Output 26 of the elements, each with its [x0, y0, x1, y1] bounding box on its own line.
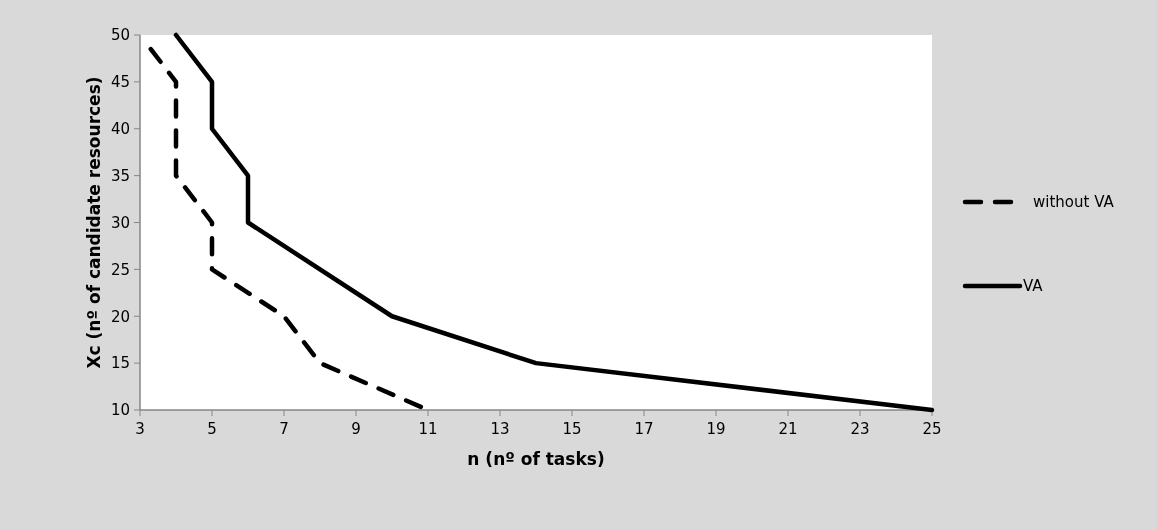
x-tick-label: 7 — [279, 420, 289, 438]
x-tick-label: 5 — [207, 420, 217, 438]
x-tick-label: 9 — [351, 420, 361, 438]
y-tick-label: 20 — [110, 307, 130, 326]
x-tick-label: 17 — [634, 420, 654, 438]
y-tick-label: 10 — [110, 401, 130, 420]
y-tick-label: 40 — [110, 120, 130, 138]
x-tick-label: 25 — [922, 420, 942, 438]
legend-label: VA — [1023, 277, 1044, 296]
x-axis-title: n (nº of tasks) — [467, 449, 605, 469]
y-tick-label: 35 — [110, 166, 130, 185]
x-tick-label: 21 — [778, 420, 798, 438]
y-tick-label: 45 — [110, 73, 130, 92]
x-tick-label: 15 — [562, 420, 582, 438]
x-tick-label: 13 — [490, 420, 510, 438]
legend-label: without VA — [1033, 193, 1115, 212]
y-tick-label: 30 — [110, 213, 130, 232]
x-tick-label: 11 — [418, 420, 438, 438]
line-series — [173, 32, 935, 413]
x-tick-label: 19 — [706, 420, 726, 438]
y-axis-title: Xc (nº of candidate resources) — [84, 76, 104, 369]
y-tick-label: 50 — [110, 26, 130, 45]
y-tick-label: 15 — [110, 354, 130, 373]
x-tick-label: 23 — [850, 420, 870, 438]
y-tick-label: 25 — [110, 260, 130, 279]
x-tick-label: 3 — [135, 420, 145, 438]
